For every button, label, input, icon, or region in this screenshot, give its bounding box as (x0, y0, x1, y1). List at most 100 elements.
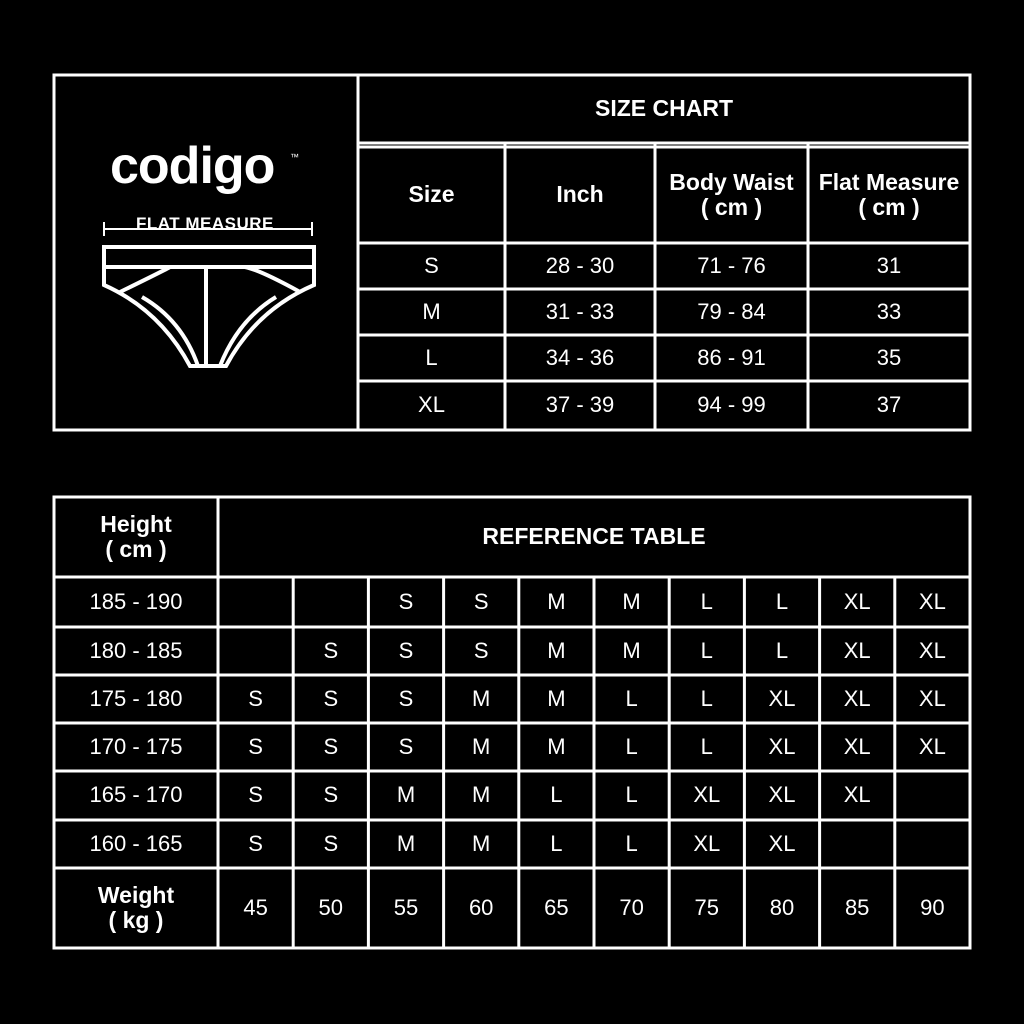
size-cell: M (547, 733, 566, 759)
weight-cell: 65 (544, 894, 569, 920)
row-header: Height ( cm ) (100, 510, 172, 562)
size-cell: S (323, 637, 339, 663)
size-cell: L (625, 685, 638, 711)
table-cell: 35 (876, 344, 902, 370)
reference-column-lines (291, 577, 897, 948)
size-cell: S (398, 685, 414, 711)
size-cell: M (472, 685, 491, 711)
table-title: REFERENCE TABLE (482, 523, 706, 550)
size-cell: XL (843, 685, 871, 711)
size-cell: M (547, 588, 566, 614)
size-cell: S (323, 685, 339, 711)
weight-cell: 55 (393, 894, 419, 920)
size-cell: L (625, 830, 638, 856)
size-cell: S (473, 637, 489, 663)
size-cell: XL (843, 637, 871, 663)
size-cell: M (547, 637, 566, 663)
size-cell: S (473, 588, 489, 614)
size-cell: XL (843, 733, 871, 759)
brief-icon (102, 222, 316, 368)
size-cell: S (323, 733, 339, 759)
table-cell: 37 - 39 (545, 392, 615, 418)
size-cell: L (700, 685, 713, 711)
size-cell: L (700, 588, 713, 614)
flat-measure-caption: FLAT MEASURE (136, 214, 274, 233)
size-cell: M (396, 782, 416, 808)
weight-cell: 50 (318, 894, 344, 920)
table-cell: 79 - 84 (697, 298, 766, 324)
column-header: Flat Measure ( cm ) (818, 168, 960, 220)
table-cell: S (424, 252, 439, 278)
table-cell: 34 - 36 (545, 344, 615, 370)
height-range: 170 - 175 (89, 733, 183, 759)
size-cell: L (625, 782, 638, 808)
size-cell: XL (768, 733, 796, 759)
size-cell: S (398, 637, 414, 663)
size-cell: XL (768, 685, 796, 711)
height-range: 160 - 165 (89, 830, 183, 856)
column-header: Size (408, 181, 455, 208)
size-cell: XL (918, 733, 946, 759)
brand-logo: codigo (110, 137, 275, 195)
size-chart-lines (358, 141, 970, 430)
size-chart-frame (52, 73, 972, 432)
size-cell: S (248, 733, 263, 759)
size-cell: L (550, 782, 563, 808)
size-cell: L (625, 733, 638, 759)
table-cell: M (422, 298, 441, 324)
size-cell: L (775, 637, 789, 663)
table-cell: 33 (876, 298, 902, 324)
weight-cell: 60 (468, 894, 494, 920)
size-cell: S (323, 830, 339, 856)
size-cell: S (398, 733, 414, 759)
size-cell: M (622, 637, 641, 663)
reference-lines (54, 497, 970, 948)
size-cell: XL (843, 588, 871, 614)
table-cell: 31 (876, 252, 902, 278)
size-cell: XL (768, 830, 796, 856)
size-cell: M (472, 782, 491, 808)
size-cell: M (472, 830, 491, 856)
size-cell: S (323, 782, 339, 808)
table-cell: 28 - 30 (545, 252, 615, 278)
weight-cell: 45 (243, 894, 268, 920)
weight-cell: 80 (769, 894, 795, 920)
table-cell: 71 - 76 (697, 252, 766, 278)
size-cell: XL (693, 782, 721, 808)
size-cell: XL (918, 637, 946, 663)
size-cell: XL (693, 830, 721, 856)
table-title: SIZE CHART (595, 95, 733, 122)
size-cell: XL (918, 685, 946, 711)
height-range: 175 - 180 (89, 685, 183, 711)
size-cell: S (248, 830, 263, 856)
size-cell: S (398, 588, 414, 614)
weight-cell: 85 (844, 894, 870, 920)
size-cell: XL (768, 782, 796, 808)
size-cell: M (547, 685, 566, 711)
weight-cell: 90 (920, 894, 945, 920)
size-cell: XL (918, 588, 946, 614)
size-cell: M (622, 588, 641, 614)
size-cell: M (396, 830, 416, 856)
column-header: Body Waist ( cm ) (669, 168, 794, 220)
row-header: Weight ( kg ) (97, 881, 175, 933)
table-cell: 86 - 91 (697, 344, 766, 370)
weight-cell: 70 (619, 894, 644, 920)
height-range: 165 - 170 (89, 782, 183, 808)
table-cell: 31 - 33 (545, 298, 615, 324)
table-cell: L (425, 344, 438, 370)
trademark: ™ (290, 152, 299, 162)
size-cell: L (775, 588, 789, 614)
size-cell: L (550, 830, 563, 856)
size-cell: M (472, 733, 491, 759)
column-header: Inch (556, 181, 604, 208)
size-cell: S (248, 782, 263, 808)
table-cell: XL (418, 392, 445, 418)
weight-cell: 75 (694, 894, 720, 920)
height-range: 185 - 190 (89, 588, 183, 614)
size-cell: XL (843, 782, 871, 808)
table-cell: 94 - 99 (697, 392, 766, 418)
size-cell: L (700, 637, 713, 663)
